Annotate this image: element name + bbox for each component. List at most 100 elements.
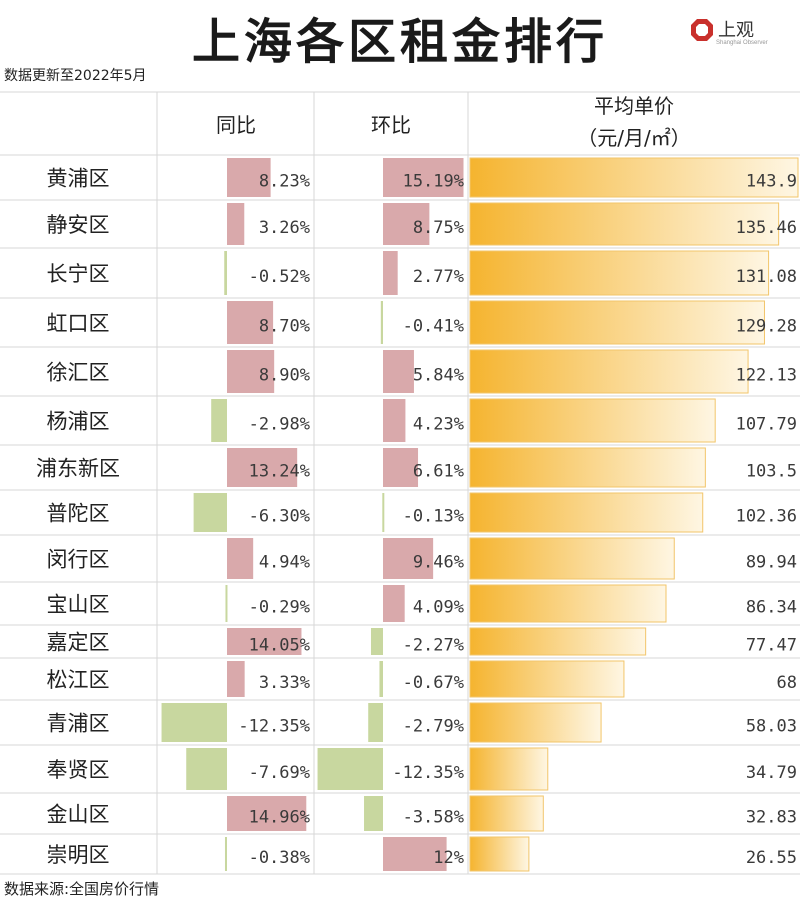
yoy-value-label: -12.35% (238, 717, 310, 737)
logo: 上观 Shanghai Observer (690, 14, 790, 50)
region-label: 普陀区 (47, 502, 110, 526)
price-bar (469, 627, 647, 656)
region-label: 徐汇区 (47, 361, 110, 385)
yoy-value-label: -6.30% (249, 507, 310, 527)
logo-text: 上观 (718, 20, 754, 41)
price-bar (469, 537, 675, 580)
mom-value-label: 8.75% (413, 218, 464, 238)
mom-value-label: -0.13% (403, 507, 464, 527)
yoy-value-label: -7.69% (249, 763, 310, 783)
mom-bar (383, 538, 434, 579)
mom-value-label: 2.77% (413, 267, 464, 287)
table-row: 静安区 3.26% 8.75% 135.46 (47, 202, 797, 246)
yoy-value-label: -0.52% (249, 267, 310, 287)
price-value-label: 107.79 (736, 415, 797, 435)
mom-value-label: 6.61% (413, 462, 464, 482)
price-value-label: 32.83 (746, 808, 797, 828)
mom-bar (383, 203, 430, 245)
mom-value-label: -2.79% (403, 717, 464, 737)
table-row: 金山区 14.96% -3.58% 32.83 (47, 795, 797, 832)
mom-bar (382, 493, 385, 532)
region-label: 奉贤区 (47, 758, 110, 782)
price-value-label: 102.36 (736, 507, 797, 527)
yoy-bar (227, 538, 254, 579)
yoy-bar (225, 585, 228, 622)
yoy-value-label: -2.98% (249, 415, 310, 435)
price-bar (469, 300, 765, 345)
table-row: 宝山区 -0.29% 4.09% 86.34 (47, 584, 797, 623)
table-row: 杨浦区 -2.98% 4.23% 107.79 (47, 398, 797, 443)
price-value-label: 143.9 (746, 172, 797, 192)
price-bar (469, 157, 799, 198)
yoy-value-label: 8.70% (259, 317, 310, 337)
yoy-bar (227, 350, 275, 393)
mom-bar (370, 628, 383, 655)
price-bar (469, 747, 549, 791)
mom-value-label: 4.23% (413, 415, 464, 435)
yoy-value-label: 3.26% (259, 218, 310, 238)
price-bar (469, 660, 625, 698)
mom-value-label: 12% (433, 848, 464, 868)
yoy-bar (227, 448, 298, 487)
price-bar (469, 795, 544, 832)
yoy-bar (227, 628, 302, 655)
yoy-bar (186, 748, 227, 790)
region-label: 虹口区 (47, 312, 110, 336)
mom-bar (383, 448, 419, 487)
table-row: 普陀区 -6.30% -0.13% 102.36 (47, 492, 797, 533)
price-value-label: 129.28 (736, 317, 797, 337)
price-value-label: 89.94 (746, 553, 797, 573)
mom-bar (383, 837, 447, 871)
yoy-bar (224, 837, 227, 871)
region-label: 静安区 (47, 213, 110, 237)
price-bar (469, 202, 780, 246)
table-header: 同比 环比 平均单价 （元/月/㎡） (216, 94, 691, 150)
mom-value-label: 15.19% (403, 172, 464, 192)
price-value-label: 77.47 (746, 636, 797, 656)
price-bar (469, 836, 530, 872)
header-price: 平均单价 (594, 94, 674, 118)
region-label: 黄浦区 (47, 167, 110, 191)
yoy-value-label: 8.90% (259, 366, 310, 386)
logo-icon (691, 19, 713, 41)
yoy-value-label: -0.38% (249, 848, 310, 868)
mom-bar (383, 251, 398, 295)
yoy-bar (224, 251, 227, 295)
mom-bar (380, 301, 383, 344)
table-body: 黄浦区 8.23% 15.19% 143.9 静安区 3.26% 8.75% 135.46 长宁… (36, 157, 799, 872)
price-value-label: 34.79 (746, 763, 797, 783)
price-bar (469, 702, 602, 743)
region-label: 青浦区 (47, 712, 110, 736)
region-label: 金山区 (47, 803, 110, 827)
mom-bar (383, 399, 406, 442)
table-row: 崇明区 -0.38% 12% 26.55 (47, 836, 797, 872)
yoy-bar (227, 301, 274, 344)
region-label: 长宁区 (47, 262, 110, 286)
yoy-value-label: -0.29% (249, 598, 310, 618)
region-label: 杨浦区 (47, 410, 110, 434)
mom-bar (383, 350, 414, 393)
mom-value-label: 9.46% (413, 553, 464, 573)
header-price-unit: （元/月/㎡） (577, 126, 690, 150)
mom-value-label: 5.84% (413, 366, 464, 386)
source-note: 数据来源:全国房价行情 (4, 880, 160, 898)
price-bar (469, 250, 770, 296)
region-label: 宝山区 (47, 593, 110, 617)
yoy-value-label: 3.33% (259, 673, 310, 693)
yoy-bar (193, 493, 227, 532)
price-value-label: 68 (777, 673, 797, 693)
table-grid (0, 91, 800, 875)
mom-value-label: -0.41% (403, 317, 464, 337)
price-value-label: 58.03 (746, 717, 797, 737)
table-row: 松江区 3.33% -0.67% 68 (47, 660, 797, 698)
region-label: 嘉定区 (47, 631, 110, 655)
mom-value-label: 4.09% (413, 598, 464, 618)
region-label: 松江区 (47, 668, 110, 692)
price-value-label: 26.55 (746, 848, 797, 868)
mom-bar (383, 585, 405, 622)
mom-bar (364, 796, 383, 831)
yoy-bar (227, 158, 271, 197)
price-value-label: 103.5 (746, 462, 797, 482)
price-bar (469, 492, 704, 533)
mom-bar (383, 158, 464, 197)
